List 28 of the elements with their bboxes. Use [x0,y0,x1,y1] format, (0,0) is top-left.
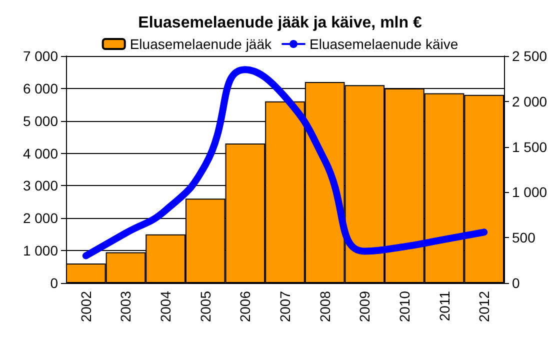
x-tick-label: 2006 [237,290,254,322]
y-tick-label: 6 000 [22,80,58,96]
x-tick-label: 2009 [356,290,373,322]
y-tick-label: 3 000 [22,178,58,194]
x-tick-label: 2005 [197,290,214,322]
x-tick-label: 2012 [476,290,492,322]
x-tick-label: 2010 [396,290,412,322]
y-tick-label: 5 000 [22,112,58,129]
y-tick-label: 0 [50,275,58,291]
y2-tick-label: 2 500 [512,48,548,64]
y-tick-label: 1 000 [22,242,58,259]
x-tick-label: 2003 [118,290,134,322]
x-tick-label: 2004 [158,290,174,322]
x-tick-label: 2007 [277,290,293,322]
x-tick-label: 2011 [436,290,452,322]
y2-tick-label: 500 [512,230,536,246]
chart-title: Eluasemelaenude jääk ja käive, mln € [138,14,422,32]
x-tick-label: 2008 [316,290,333,322]
legend-label: Eluasemelaenude jääk [130,36,272,52]
y2-tick-label: 1 500 [512,138,548,155]
x-tick-label: 2002 [78,290,94,322]
y-tick-label: 7 000 [22,48,58,64]
y2-tick-label: 0 [512,275,520,291]
y-tick-label: 4 000 [22,145,58,162]
y2-tick-label: 1 000 [512,184,548,200]
y2-tick-label: 2 000 [512,93,548,110]
y-tick-label: 2 000 [22,210,58,226]
legend-label: Eluasemelaenude käive [310,36,458,52]
